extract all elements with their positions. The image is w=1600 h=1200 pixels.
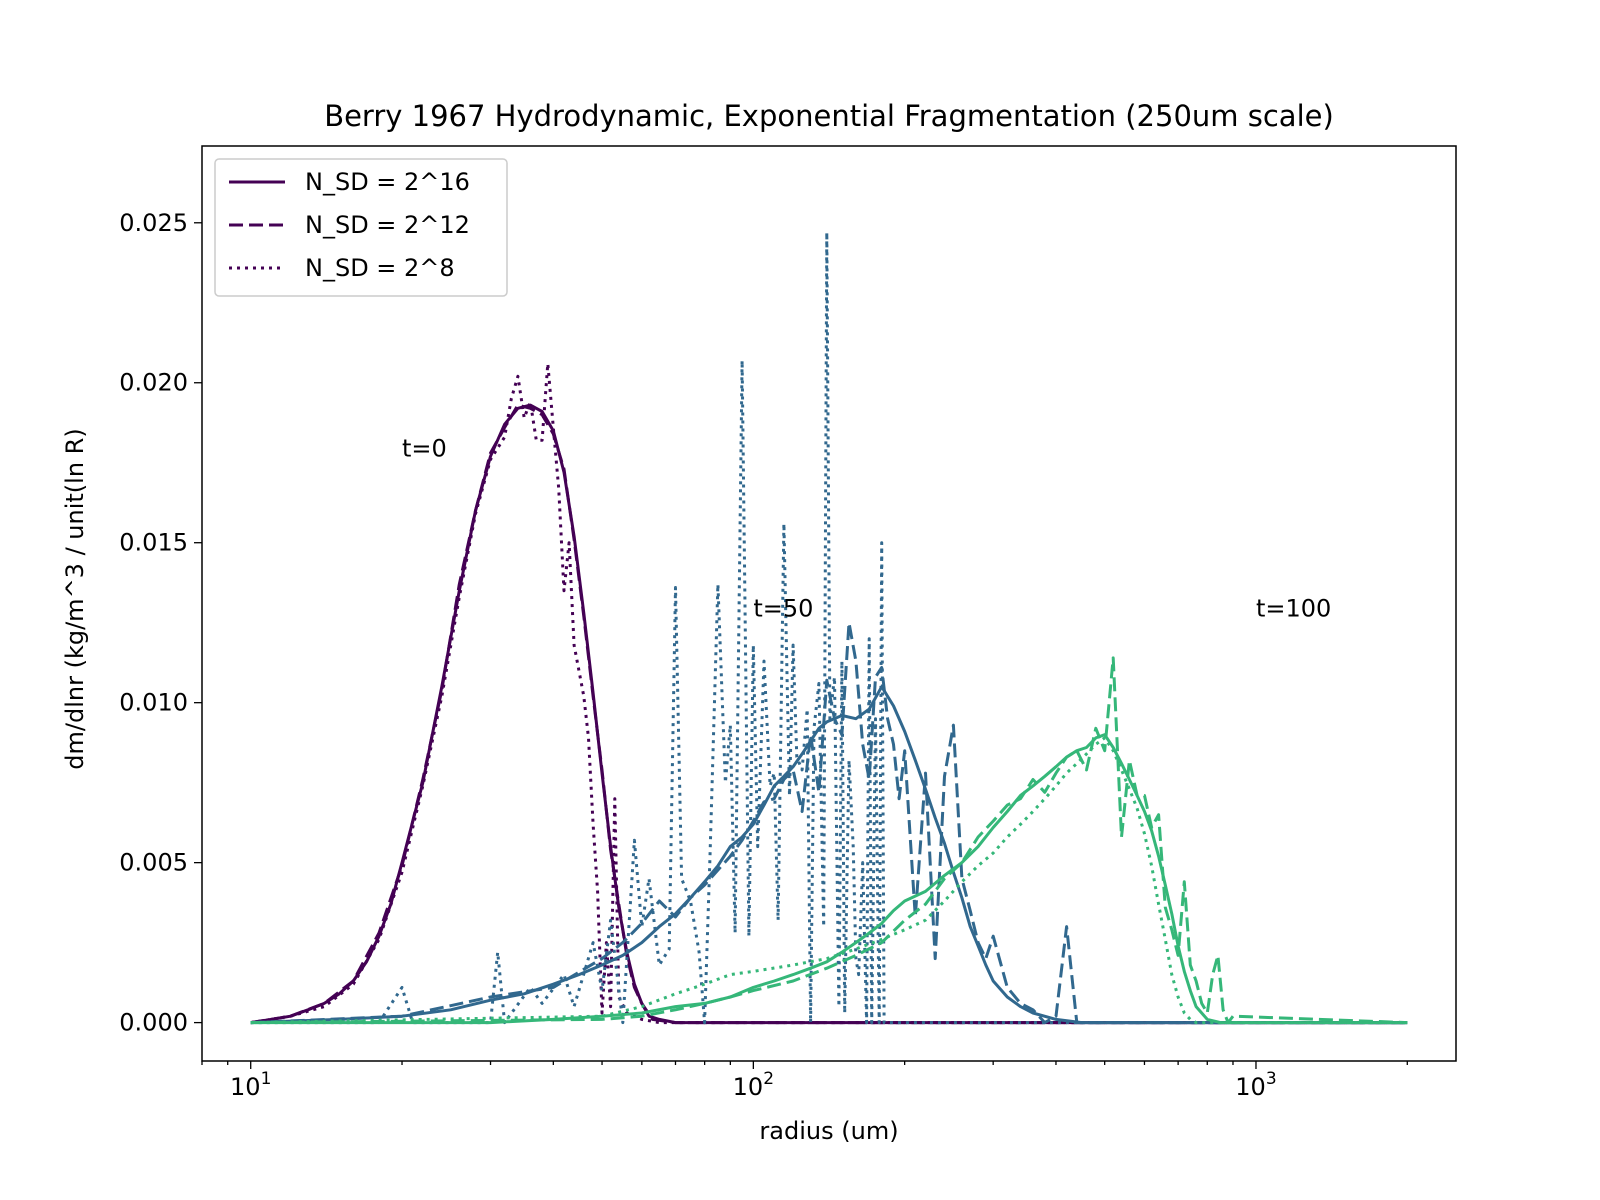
chart-title: Berry 1967 Hydrodynamic, Exponential Fra… <box>324 99 1334 133</box>
y-tick-label: 0.005 <box>119 849 188 877</box>
series-line-t0-dotted <box>250 362 1408 1025</box>
legend: N_SD = 2^16 N_SD = 2^12 N_SD = 2^8 <box>214 158 508 297</box>
plot-lines <box>250 230 1408 1025</box>
legend-box <box>214 158 508 297</box>
y-tick-label: 0.015 <box>119 529 188 557</box>
series-line-t100-dotted <box>250 736 1408 1025</box>
y-axis-ticks: 0.000 0.005 0.010 0.015 0.020 0.025 <box>119 209 202 1037</box>
y-tick-label: 0.000 <box>119 1009 188 1037</box>
x-axis-ticks: 101 102 103 <box>201 1061 1408 1101</box>
y-axis-label: dm/dlnr (kg/m^3 / unit(ln R) <box>61 428 89 769</box>
y-tick-label: 0.010 <box>119 689 188 717</box>
series-line-t0-dashed <box>250 403 1408 1025</box>
legend-label: N_SD = 2^8 <box>305 254 455 282</box>
legend-label: N_SD = 2^16 <box>305 168 470 196</box>
series-line-t50-dashed <box>250 621 1408 1025</box>
x-tick-label: 101 <box>230 1069 271 1101</box>
annotation-label: t=100 <box>1256 594 1331 622</box>
annotation-label: t=0 <box>402 434 447 462</box>
x-tick-label: 102 <box>733 1069 774 1101</box>
x-axis-label: radius (um) <box>759 1117 898 1145</box>
series-line-t100-solid <box>250 733 1408 1025</box>
annotation-label: t=50 <box>753 594 813 622</box>
x-tick-label: 103 <box>1235 1069 1276 1101</box>
y-tick-label: 0.025 <box>119 209 188 237</box>
annotations: t=0 t=50 t=100 <box>402 434 1331 622</box>
legend-label: N_SD = 2^12 <box>305 211 470 239</box>
y-tick-label: 0.020 <box>119 369 188 397</box>
series-line-t50-dotted <box>250 230 1408 1025</box>
axes-frame <box>201 145 1457 1062</box>
